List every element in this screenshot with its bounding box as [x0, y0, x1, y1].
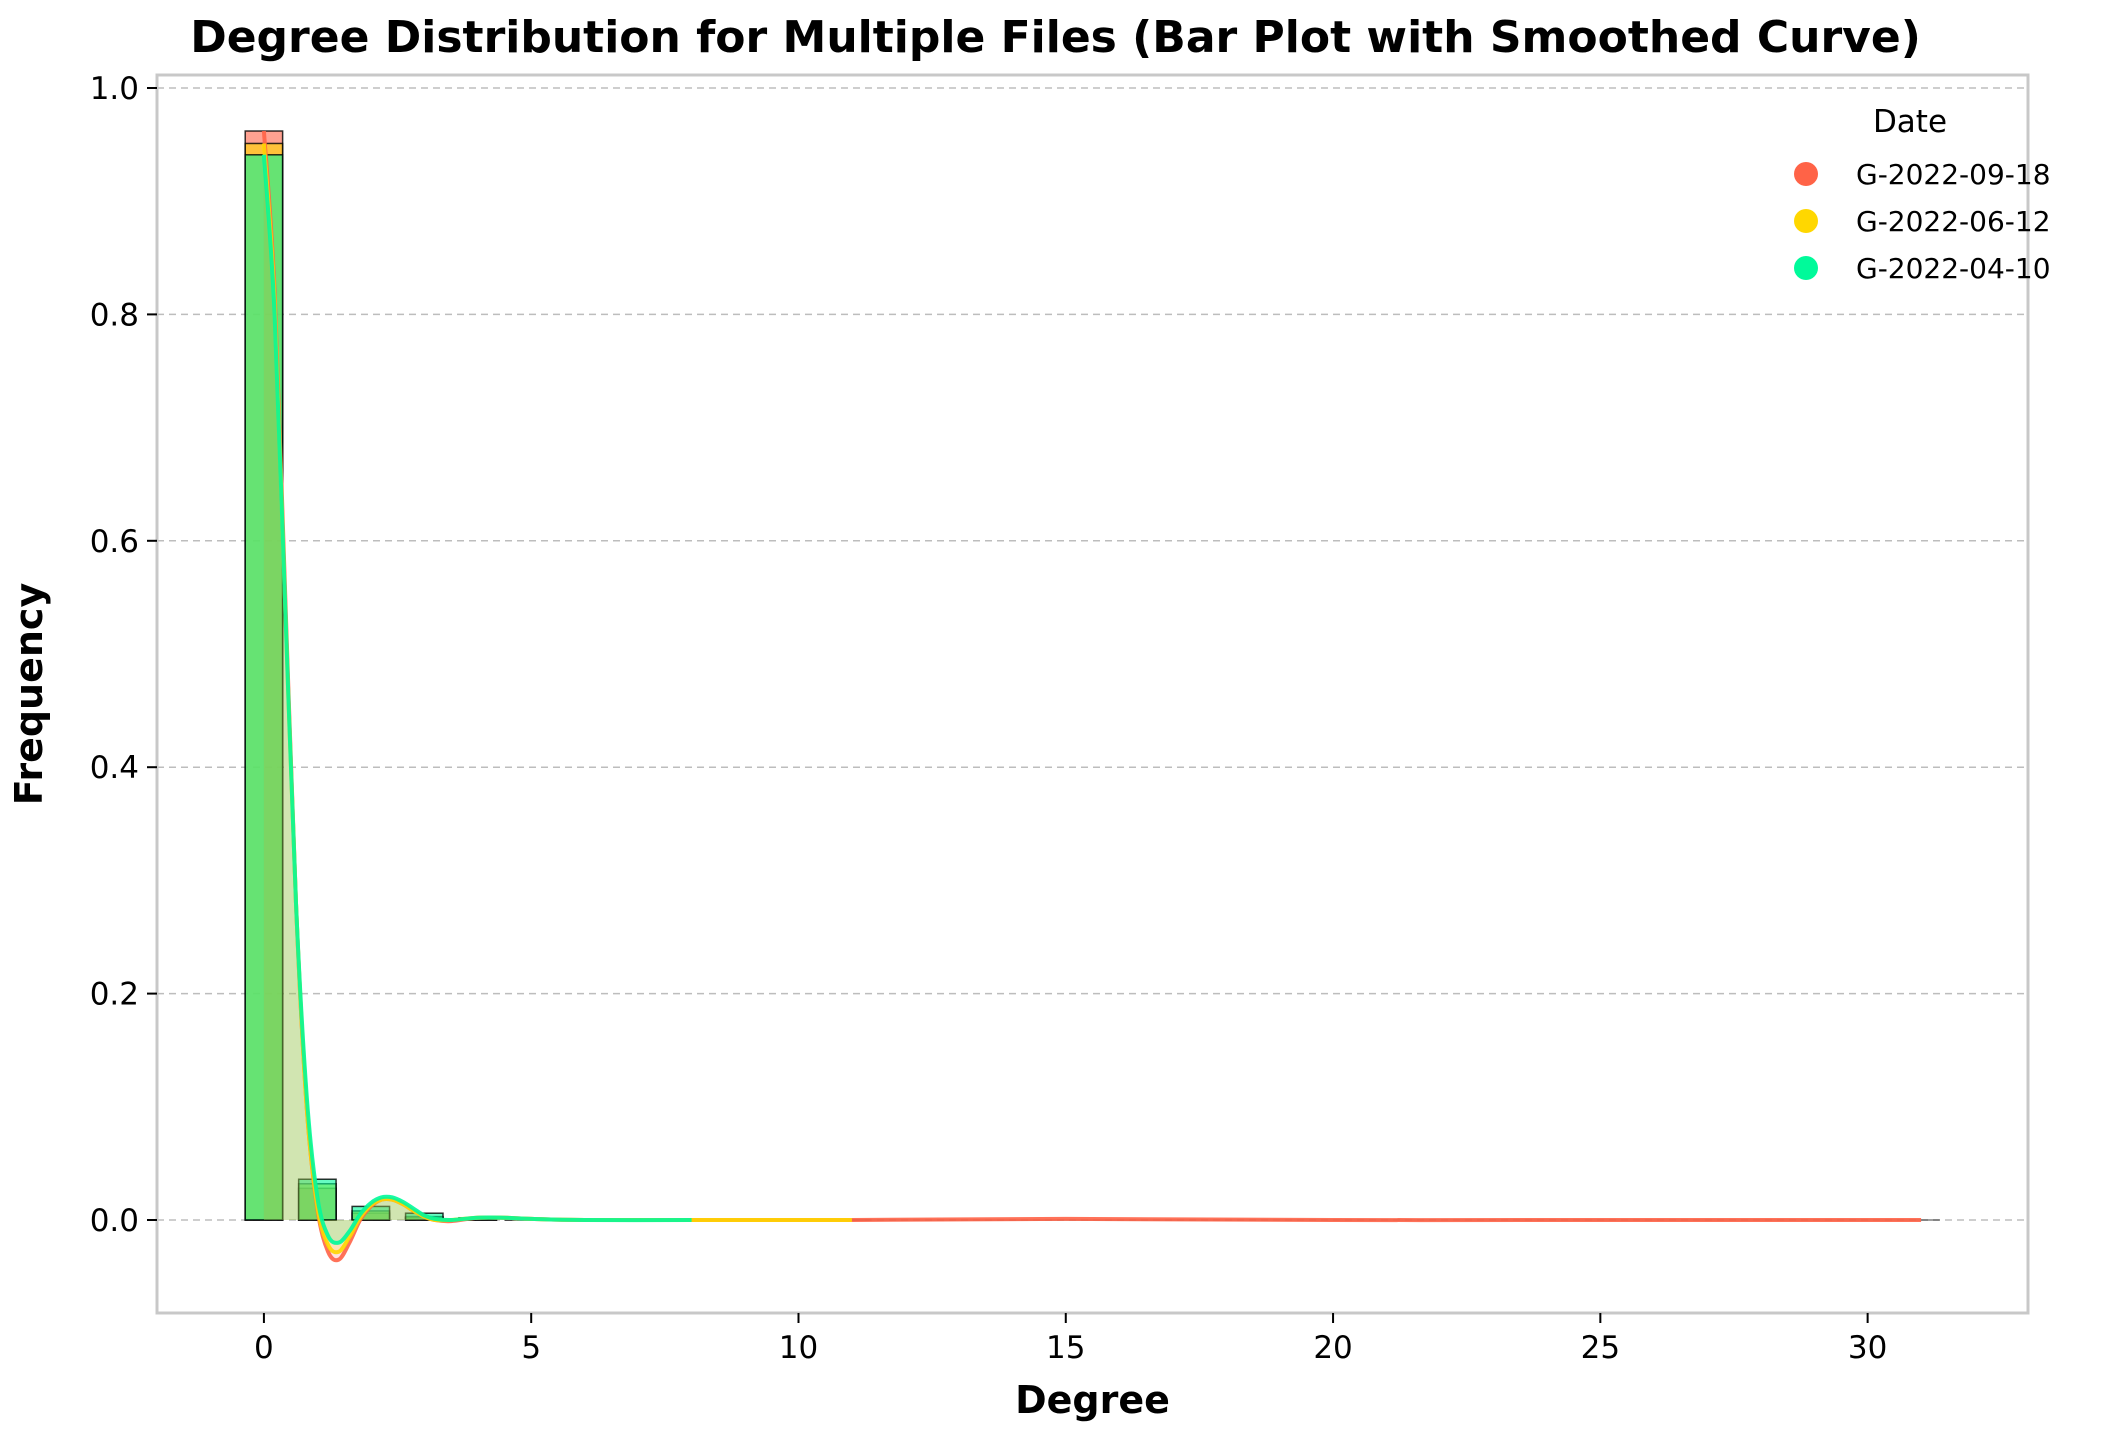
smoothed-curves — [261, 130, 1922, 1263]
series-curve — [261, 130, 1922, 1263]
legend-marker — [1794, 162, 1818, 186]
y-tick-label: 0.0 — [90, 1203, 139, 1239]
curve-fill — [263, 143, 852, 1253]
series-curve — [261, 154, 692, 1245]
curve-fill — [263, 131, 1922, 1261]
plot-frame — [155, 73, 2030, 1315]
legend-entry-label: G-2022-09-18 — [1856, 158, 2051, 191]
x-tick-label: 15 — [1046, 1330, 1085, 1366]
x-tick-label: 5 — [521, 1330, 541, 1366]
curve-fills — [263, 131, 1922, 1261]
x-tick-label: 20 — [1313, 1330, 1352, 1366]
y-tick-label: 0.6 — [90, 524, 139, 560]
x-axis-label: Degree — [1015, 1378, 1170, 1422]
x-tick-label: 25 — [1581, 1330, 1620, 1366]
x-tick-label: 10 — [779, 1330, 818, 1366]
curve-fill — [263, 154, 692, 1243]
axis-ticks: 0.0 0.2 0.4 0.6 0.8 1.0 0 5 10 15 20 25 30 — [90, 71, 1888, 1366]
legend-title: Date — [1873, 104, 1947, 140]
bars — [244, 130, 1940, 1221]
grid-lines — [157, 87, 2028, 1221]
y-tick-label: 0.4 — [90, 750, 139, 786]
chart-title: Degree Distribution for Multiple Files (… — [190, 12, 1921, 63]
y-tick-label: 0.2 — [90, 977, 139, 1013]
y-axis-label: Frequency — [7, 583, 51, 806]
y-tick-label: 1.0 — [90, 71, 139, 107]
legend-entry-label: G-2022-04-10 — [1856, 252, 2051, 285]
legend-marker — [1794, 209, 1818, 233]
x-tick-label: 0 — [254, 1330, 274, 1366]
x-tick-label: 30 — [1848, 1330, 1887, 1366]
y-tick-label: 0.8 — [90, 297, 139, 333]
legend-entry-label: G-2022-06-12 — [1856, 205, 2051, 238]
legend: Date G-2022-09-18 G-2022-06-12 G-2022-04-1… — [1794, 104, 2051, 285]
legend-marker — [1794, 256, 1818, 280]
series-curve — [261, 143, 852, 1255]
